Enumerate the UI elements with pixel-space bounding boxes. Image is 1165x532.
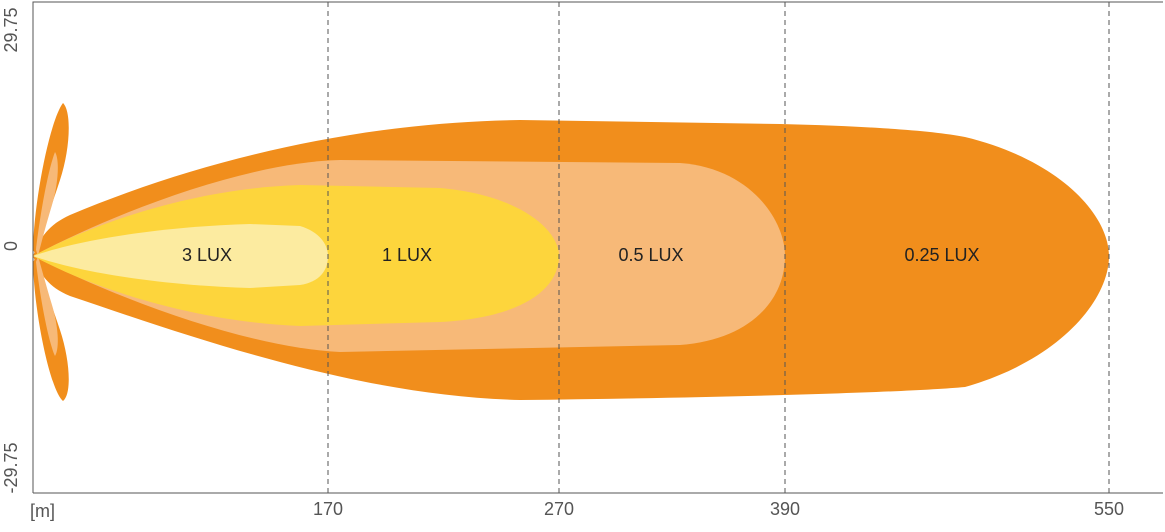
x-unit: [m] xyxy=(30,501,55,521)
x-tick-label: 270 xyxy=(544,499,574,519)
x-tick-label: 550 xyxy=(1094,499,1124,519)
zone-label: 0.5 LUX xyxy=(618,245,683,265)
frame xyxy=(32,1,1163,493)
y-tick-label: 29.75 xyxy=(1,7,21,52)
y-tick-label: 0 xyxy=(1,241,21,251)
x-tick-label: 390 xyxy=(770,499,800,519)
zone-3 xyxy=(33,224,328,288)
zone-label: 3 LUX xyxy=(182,245,232,265)
x-tick-label: 170 xyxy=(313,499,343,519)
zone-label: 0.25 LUX xyxy=(904,245,979,265)
petal-top-inner xyxy=(36,152,58,256)
zone-label: 1 LUX xyxy=(382,245,432,265)
petal-bottom-inner xyxy=(36,256,58,356)
y-tick-label: -29.75 xyxy=(1,442,21,493)
